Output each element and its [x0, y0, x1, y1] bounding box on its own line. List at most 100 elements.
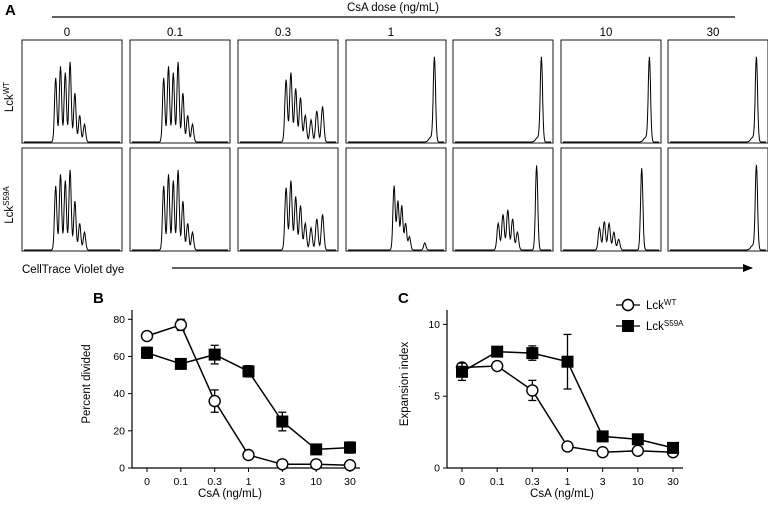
x-tick-label: 10	[632, 476, 644, 488]
histogram-frame	[237, 147, 339, 252]
histogram-grid	[21, 39, 768, 252]
x-tick-label: 0.3	[207, 476, 222, 488]
x-tick-label: 30	[344, 476, 356, 488]
histogram-frame	[667, 147, 768, 252]
panel-c-letter: C	[398, 290, 409, 307]
data-point-square	[174, 357, 187, 370]
panel-a-letter: A	[5, 2, 16, 19]
histogram-frame	[345, 39, 447, 144]
x-tick-label: 0	[459, 476, 465, 488]
legend-label-s59a: LckS59A	[646, 319, 684, 334]
y-tick-label: 0	[434, 463, 440, 475]
chart-b-xlabel: CsA (ng/mL)	[198, 488, 262, 500]
chart-b-ylabel: Percent divided	[81, 344, 93, 423]
x-tick-label: 0.1	[490, 476, 505, 488]
data-point-square	[310, 443, 323, 456]
histogram-trace	[240, 72, 336, 143]
dose-labels: 0 0.1 0.3 1 3 10 30	[64, 27, 720, 39]
legend-marker-open-circle-top	[621, 298, 635, 312]
panel-b-letter: B	[93, 290, 104, 307]
y-tick-label: 40	[113, 388, 125, 400]
dose-label: 10	[600, 27, 613, 39]
y-tick-label: 60	[113, 351, 125, 363]
histogram-frame	[237, 39, 339, 144]
histogram-trace	[348, 56, 444, 143]
histogram-frame	[560, 39, 662, 144]
data-point-square	[561, 355, 574, 368]
y-tick-label: 20	[113, 425, 125, 437]
x-tick-label: 0.1	[174, 476, 189, 488]
histogram-trace	[348, 185, 444, 251]
histogram-frame	[129, 147, 231, 252]
data-point-circle	[140, 329, 154, 343]
data-point-square	[667, 441, 679, 454]
data-point-circle	[631, 444, 645, 457]
dose-label: 3	[495, 27, 501, 39]
dose-label: 1	[388, 27, 394, 39]
data-point-square	[242, 365, 255, 378]
histogram-frame	[452, 39, 554, 144]
chart-c-xlabel: CsA (ng/mL)	[530, 488, 594, 500]
x-tick-label: 10	[310, 476, 322, 488]
y-tick-label: 5	[434, 391, 440, 403]
data-point-circle	[561, 440, 574, 453]
dose-label: 0.1	[167, 27, 183, 39]
legend-label-wt: LckWT	[646, 298, 676, 313]
data-point-circle	[343, 459, 357, 472]
x-tick-label: 1	[246, 476, 252, 488]
histogram-trace	[24, 169, 120, 251]
histogram-trace	[132, 61, 228, 143]
histogram-trace	[24, 61, 120, 143]
x-tick-label: 30	[667, 476, 679, 488]
x-tick-label: 1	[565, 476, 571, 488]
data-point-square	[344, 441, 356, 454]
histogram-frame	[452, 147, 554, 252]
histogram-trace	[670, 164, 766, 251]
y-tick-label: 0	[119, 463, 125, 475]
chart-percent-divided: Percent divided CsA (ng/mL) 0 20 40 60 80 0 0.…	[81, 310, 360, 500]
legend-marker-filled-square	[622, 320, 634, 332]
histogram-trace	[132, 169, 228, 251]
x-tick-label: 0.3	[525, 476, 540, 488]
data-point-circle	[526, 384, 539, 397]
row-label-lck-s59a: LckS59A	[2, 186, 17, 224]
data-point-square	[526, 347, 539, 360]
y-tick-label: 80	[113, 314, 125, 326]
dose-header: CsA dose (ng/mL)	[347, 2, 439, 14]
histogram-frame	[667, 39, 768, 144]
y-tick-label: 10	[428, 319, 440, 331]
histogram-frame	[21, 147, 123, 252]
chart-c-ylabel: Expansion index	[399, 342, 411, 427]
data-point-circle	[174, 318, 188, 332]
histogram-trace	[670, 56, 766, 143]
histogram-trace	[240, 180, 336, 251]
data-point-circle	[208, 394, 221, 408]
dose-label: 0	[64, 27, 70, 39]
histogram-frame	[129, 39, 231, 144]
legend: LckWT LckS59A	[616, 298, 684, 334]
histogram-frame	[21, 39, 123, 144]
data-point-square	[596, 430, 609, 443]
histogram-trace	[455, 165, 551, 251]
histogram-trace	[563, 168, 659, 251]
data-point-square	[276, 415, 289, 428]
data-point-square	[456, 365, 468, 378]
data-point-circle	[276, 458, 289, 471]
data-point-circle	[242, 448, 255, 462]
data-point-circle	[490, 359, 504, 373]
data-point-circle	[596, 446, 609, 459]
cell-trace-label: CellTrace Violet dye	[22, 264, 124, 276]
x-tick-label: 0	[144, 476, 150, 488]
data-point-circle	[309, 458, 323, 471]
x-tick-label: 3	[600, 476, 606, 488]
histogram-trace	[563, 56, 659, 143]
histogram-frame	[345, 147, 447, 252]
histogram-frame	[560, 147, 662, 252]
dose-label: 0.3	[275, 27, 291, 39]
data-point-square	[141, 346, 153, 359]
dose-label: 30	[707, 27, 720, 39]
data-point-square	[491, 345, 504, 358]
data-point-square	[208, 348, 221, 361]
chart-expansion-index: Expansion index CsA (ng/mL) 0 5 10 0 0.1 0.3 1…	[399, 310, 683, 500]
